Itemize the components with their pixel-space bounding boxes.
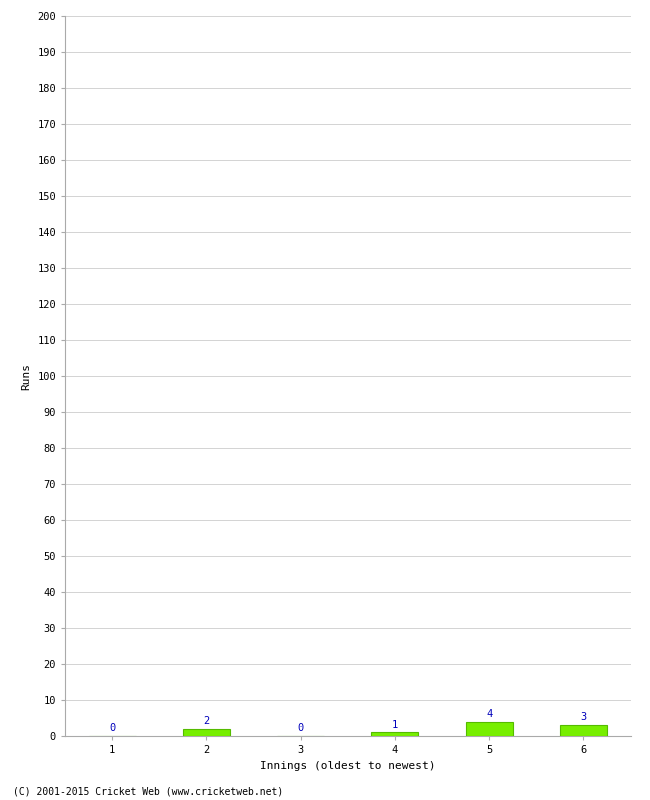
Y-axis label: Runs: Runs bbox=[21, 362, 32, 390]
Text: 0: 0 bbox=[109, 723, 115, 733]
X-axis label: Innings (oldest to newest): Innings (oldest to newest) bbox=[260, 761, 436, 770]
Text: (C) 2001-2015 Cricket Web (www.cricketweb.net): (C) 2001-2015 Cricket Web (www.cricketwe… bbox=[13, 786, 283, 796]
Text: 4: 4 bbox=[486, 709, 492, 718]
Bar bbox=[371, 733, 419, 736]
Text: 1: 1 bbox=[392, 719, 398, 730]
Text: 2: 2 bbox=[203, 716, 209, 726]
Text: 3: 3 bbox=[580, 712, 586, 722]
Bar bbox=[560, 726, 607, 736]
Bar bbox=[183, 729, 230, 736]
Bar bbox=[465, 722, 513, 736]
Text: 0: 0 bbox=[298, 723, 304, 733]
